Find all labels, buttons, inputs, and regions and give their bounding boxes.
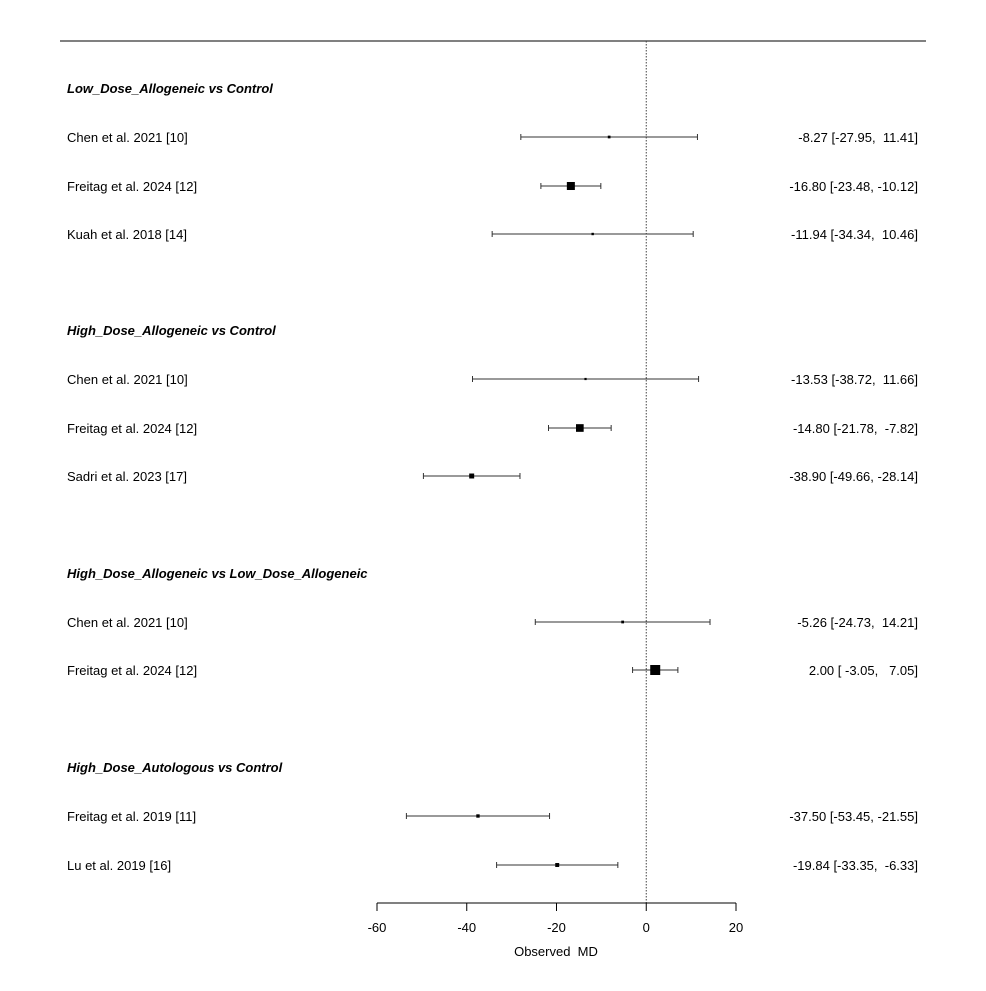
study-label: Freitag et al. 2024 [12] <box>67 421 197 436</box>
x-tick-label: 0 <box>643 920 650 935</box>
point-estimate <box>469 473 475 479</box>
group-title: High_Dose_Allogeneic vs Control <box>67 323 276 338</box>
estimate-text: -16.80 [-23.48, -10.12] <box>789 179 918 194</box>
study-label: Freitag et al. 2024 [12] <box>67 663 197 678</box>
point-estimate <box>584 377 587 381</box>
x-tick-label: -40 <box>457 920 476 935</box>
estimate-text: -8.27 [-27.95, 11.41] <box>798 130 918 145</box>
point-estimate <box>576 424 584 432</box>
estimate-text: -11.94 [-34.34, 10.46] <box>791 227 918 242</box>
study-label: Chen et al. 2021 [10] <box>67 372 188 387</box>
group-title: High_Dose_Allogeneic vs Low_Dose_Allogen… <box>67 566 368 581</box>
x-tick-label: 20 <box>729 920 743 935</box>
estimate-text: -14.80 [-21.78, -7.82] <box>793 421 918 436</box>
x-tick-label: -20 <box>547 920 566 935</box>
point-estimate <box>566 181 575 191</box>
study-label: Chen et al. 2021 [10] <box>67 615 188 630</box>
point-estimate <box>650 665 661 675</box>
point-estimate <box>621 620 625 624</box>
study-label: Chen et al. 2021 [10] <box>67 130 188 145</box>
point-estimate <box>591 232 594 236</box>
study-label: Lu et al. 2019 [16] <box>67 858 171 873</box>
point-estimate <box>555 863 560 867</box>
study-label: Sadri et al. 2023 [17] <box>67 469 187 484</box>
estimate-text: -5.26 [-24.73, 14.21] <box>797 615 918 630</box>
point-estimate <box>607 135 611 139</box>
study-label: Freitag et al. 2024 [12] <box>67 179 197 194</box>
x-tick-label: -60 <box>368 920 387 935</box>
estimate-text: 2.00 [ -3.05, 7.05] <box>809 663 918 678</box>
study-label: Kuah et al. 2018 [14] <box>67 227 187 242</box>
estimate-text: -13.53 [-38.72, 11.66] <box>791 372 918 387</box>
study-label: Freitag et al. 2019 [11] <box>67 809 196 824</box>
point-estimate <box>476 814 480 818</box>
estimate-text: -37.50 [-53.45, -21.55] <box>789 809 918 824</box>
x-axis-label: Observed MD <box>514 944 598 959</box>
group-title: Low_Dose_Allogeneic vs Control <box>67 81 273 96</box>
estimate-text: -38.90 [-49.66, -28.14] <box>789 469 918 484</box>
estimate-text: -19.84 [-33.35, -6.33] <box>793 858 918 873</box>
group-title: High_Dose_Autologous vs Control <box>67 760 283 775</box>
